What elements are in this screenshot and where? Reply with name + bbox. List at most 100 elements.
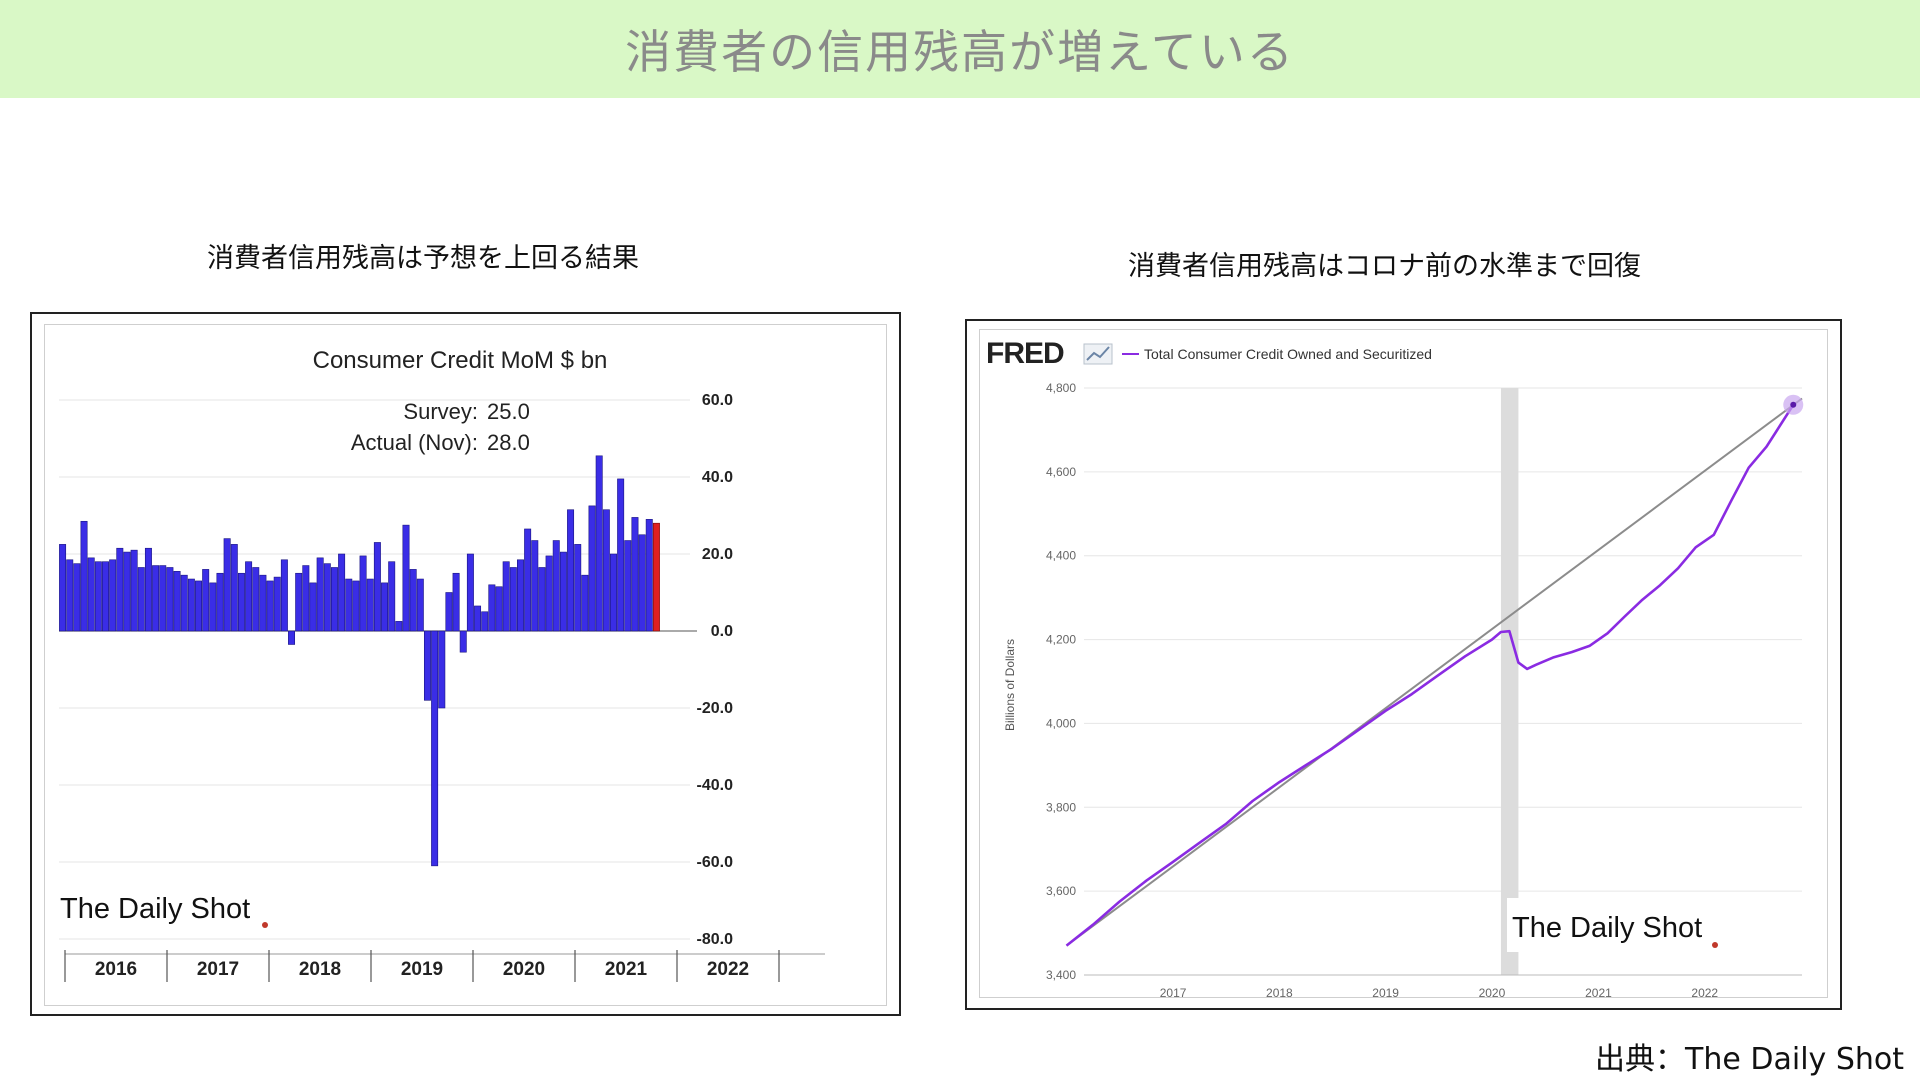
right-chart-subtitle: 消費者信用残高はコロナ前の水準まで回復 [1128, 251, 1641, 282]
bar [517, 559, 524, 632]
title-banner: 消費者の信用残高が増えている [0, 0, 1920, 98]
x-tick-label: 2016 [95, 959, 137, 980]
bar [187, 578, 195, 632]
y-tick-label: 3,600 [1046, 884, 1076, 898]
bar [588, 505, 596, 632]
watermark-backdrop [1507, 898, 1747, 952]
y-tick-label: -20.0 [697, 700, 734, 717]
bar [610, 553, 617, 632]
bar [109, 559, 117, 632]
x-tick-label: 2019 [401, 959, 443, 980]
y-tick-label: 4,800 [1046, 381, 1076, 395]
bar [366, 578, 374, 632]
bar [323, 563, 331, 632]
y-tick-label: 0.0 [711, 623, 733, 640]
bar [59, 544, 67, 632]
bar [180, 574, 188, 632]
bar [395, 621, 403, 632]
bar [94, 561, 102, 632]
bar [144, 547, 152, 632]
bar [73, 563, 81, 632]
bar [245, 561, 253, 632]
source-credit: 出典：The Daily Shot [1595, 1042, 1904, 1077]
bar [295, 572, 303, 632]
bar [409, 569, 417, 632]
y-tick-label: -40.0 [697, 777, 734, 794]
bar [152, 565, 160, 632]
watermark-daily-shot: The Daily Shot [60, 893, 250, 925]
y-tick-label: 60.0 [702, 392, 733, 409]
bar [202, 569, 210, 632]
bar-latest [652, 522, 660, 632]
bar [509, 567, 517, 632]
x-tick-label: 2022 [1691, 986, 1718, 997]
bar [574, 544, 582, 632]
y-tick-label: 4,000 [1046, 716, 1076, 730]
bar [166, 567, 174, 632]
bar [502, 561, 510, 632]
legend-label: Total Consumer Credit Owned and Securiti… [1144, 346, 1432, 362]
watermark-dot [262, 922, 268, 928]
bar [273, 576, 281, 632]
bar [538, 567, 546, 632]
left-chart-frame: Consumer Credit MoM $ bn Survey: 25.0 Ac… [44, 324, 887, 1006]
bar [259, 574, 267, 632]
bar [423, 630, 431, 701]
trend-line [1065, 397, 1803, 947]
left-chart-panel: Consumer Credit MoM $ bn Survey: 25.0 Ac… [30, 312, 901, 1016]
y-tick-label: 20.0 [702, 546, 733, 563]
watermark-daily-shot: The Daily Shot [1512, 912, 1702, 944]
x-tick-label: 2018 [1266, 986, 1293, 997]
bar [195, 580, 202, 632]
bar [474, 605, 482, 632]
survey-value: 25.0 [487, 399, 530, 424]
bar [230, 544, 238, 632]
bar [481, 611, 489, 632]
bar [309, 582, 317, 632]
bar [545, 555, 553, 632]
bar [531, 540, 539, 632]
bar [459, 630, 467, 653]
bar [416, 578, 424, 632]
bar [130, 549, 138, 632]
y-tick-label: 3,800 [1046, 800, 1076, 814]
y-tick-label: -80.0 [697, 931, 734, 948]
survey-label: Survey: [403, 399, 478, 424]
actual-label: Actual (Nov): [351, 430, 478, 455]
bar [445, 592, 453, 632]
bar [345, 578, 353, 632]
left-chart-subtitle: 消費者信用残高は予想を上回る結果 [207, 243, 639, 274]
y-tick-label: 40.0 [702, 469, 733, 486]
chart-title: Consumer Credit MoM $ bn [313, 347, 608, 374]
bar [645, 519, 653, 632]
watermark-dot [1712, 942, 1718, 948]
bar [624, 540, 632, 632]
bar [402, 524, 410, 632]
bar [552, 540, 560, 632]
y-tick-label: 4,200 [1046, 633, 1076, 647]
page-title: 消費者の信用残高が増えている [625, 25, 1295, 79]
bar [159, 565, 167, 632]
bar [288, 630, 296, 645]
bar [352, 580, 360, 632]
bar [373, 542, 381, 632]
bar [237, 572, 245, 632]
y-tick-label: -60.0 [697, 854, 734, 871]
bar [216, 572, 224, 632]
bar [302, 565, 310, 632]
bar [388, 561, 396, 632]
consumer-credit-bar-chart: Consumer Credit MoM $ bn Survey: 25.0 Ac… [59, 347, 825, 982]
x-tick-label: 2019 [1372, 986, 1399, 997]
bar [466, 553, 474, 632]
bar [338, 553, 346, 632]
bar [116, 547, 124, 632]
bar [495, 586, 503, 632]
bar [87, 557, 95, 632]
x-tick-label: 2021 [1585, 986, 1612, 997]
bar [488, 584, 496, 632]
actual-value: 28.0 [487, 430, 530, 455]
bar [567, 509, 575, 632]
consumer-credit-line [1065, 404, 1795, 947]
x-tick-label: 2022 [707, 959, 749, 980]
bar [316, 557, 324, 632]
